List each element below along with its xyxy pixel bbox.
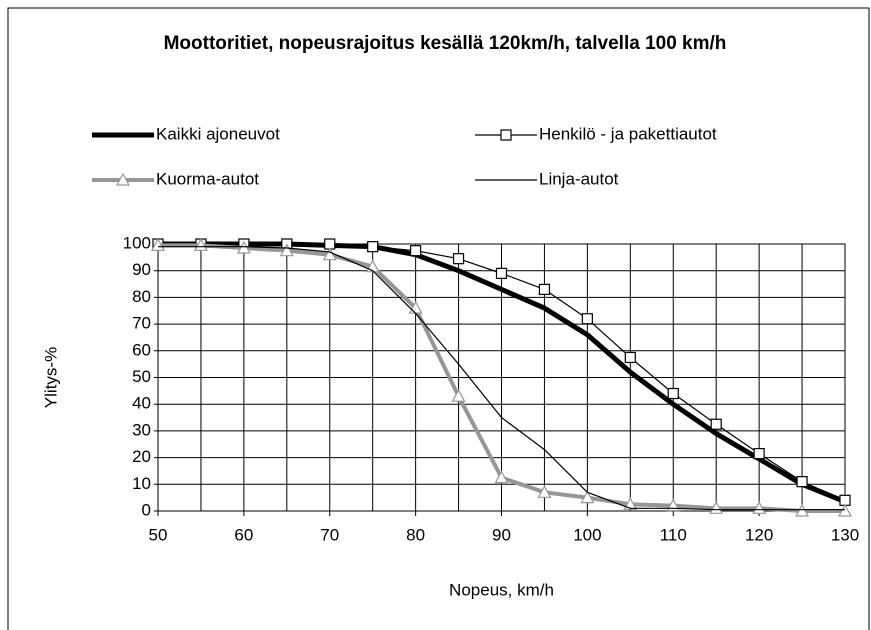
marker — [495, 267, 508, 279]
marker — [150, 238, 166, 251]
x-axis-label: Nopeus, km/h — [449, 580, 554, 599]
marker — [667, 387, 679, 400]
marker — [538, 283, 551, 295]
y-tick-label: 0 — [142, 500, 151, 519]
y-tick-label: 20 — [132, 447, 151, 466]
chart-title: Moottoritiet, nopeusrajoitus kesällä 120… — [163, 33, 727, 54]
x-tick-label: 120 — [745, 525, 773, 544]
chart-border — [7, 7, 870, 630]
marker — [279, 243, 294, 257]
marker — [115, 172, 131, 186]
y-tick-label: 70 — [132, 314, 151, 333]
y-tick-label: 40 — [132, 394, 151, 413]
plot-frame — [157, 243, 846, 512]
marker — [624, 351, 636, 364]
y-tick-label: 100 — [123, 233, 151, 252]
marker — [451, 388, 466, 402]
y-tick-label: 30 — [132, 420, 151, 439]
y-tick-label: 80 — [132, 287, 151, 306]
marker — [193, 238, 208, 251]
x-tick-label: 110 — [660, 525, 687, 544]
marker — [500, 129, 512, 141]
x-tick-label: 90 — [492, 525, 511, 544]
marker — [236, 240, 251, 254]
marker — [367, 241, 379, 253]
legend-label: Henkilö - ja pakettiautot — [539, 124, 717, 143]
y-tick-label: 90 — [132, 260, 151, 279]
marker — [710, 418, 722, 430]
marker — [322, 247, 337, 261]
marker — [452, 253, 465, 265]
x-tick-label: 130 — [831, 525, 859, 544]
marker — [410, 245, 422, 257]
marker — [537, 485, 552, 498]
marker — [753, 447, 765, 460]
legend-label: Kuorma-autot — [156, 169, 259, 188]
x-tick-label: 100 — [573, 525, 601, 544]
marker — [581, 313, 593, 325]
legend-label: Kaikki ajoneuvot — [156, 124, 280, 143]
y-tick-label: 60 — [132, 340, 151, 359]
y-tick-label: 10 — [132, 474, 151, 493]
marker — [494, 470, 509, 484]
y-axis-label: Ylitys-% — [41, 347, 60, 408]
marker — [837, 503, 853, 517]
x-tick-label: 70 — [320, 525, 339, 544]
x-tick-label: 80 — [406, 525, 425, 544]
legend-label: Linja-autot — [539, 169, 619, 188]
marker — [709, 501, 724, 514]
x-tick-label: 50 — [149, 525, 168, 544]
y-tick-label: 50 — [132, 367, 151, 386]
marker — [580, 490, 595, 504]
x-tick-label: 60 — [234, 525, 253, 544]
marker — [795, 503, 810, 517]
marker — [796, 476, 808, 488]
series-line — [158, 246, 845, 511]
marker — [752, 501, 767, 514]
